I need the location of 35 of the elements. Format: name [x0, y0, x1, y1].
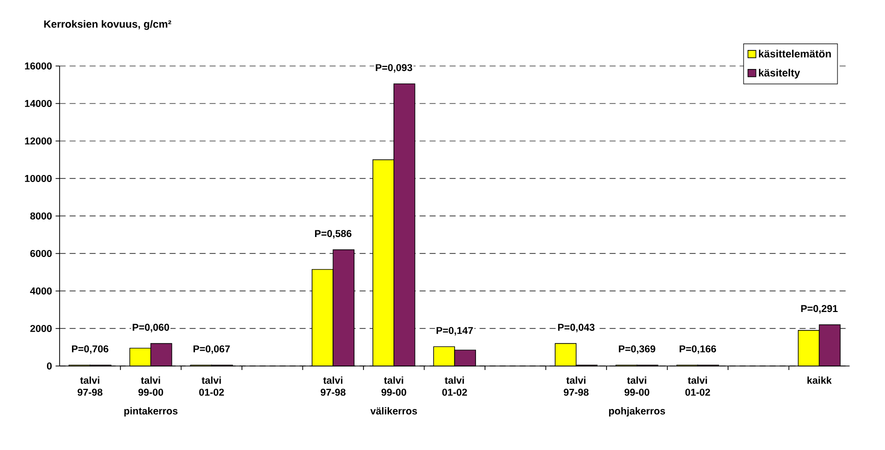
y-tick-label: 0 — [46, 362, 52, 370]
annotation: P=0,291 — [801, 305, 838, 314]
annotation: P=0,093 — [376, 64, 412, 73]
annotation: P=0,369 — [618, 345, 656, 354]
text: pohjakerros — [609, 407, 666, 416]
y-tick-label: 8000 — [30, 212, 52, 220]
annotation: P=0,060 — [132, 324, 170, 332]
annotation: P=0,147 — [436, 326, 473, 336]
x-tick-label: talvi 01-02 — [199, 376, 224, 396]
text: välikerros — [370, 407, 417, 414]
x-tick-label: talvi 97-98 — [78, 376, 102, 396]
y-tick-label: 10000 — [25, 174, 52, 182]
x-tick-label: kaikk — [807, 376, 832, 384]
y-tick-label: 12000 — [25, 137, 52, 145]
annotation: P=0,067 — [194, 345, 230, 354]
x-tick-label: talvi 01-02 — [685, 376, 710, 396]
x-tick-label: talvi 99-00 — [381, 376, 406, 396]
x-tick-label: talvi 99-00 — [624, 376, 650, 396]
legend-label: käsittelemätön — [758, 50, 831, 58]
annotation: P=0,586 — [315, 230, 352, 239]
x-tick-label: talvi 99-00 — [138, 376, 164, 396]
chart-title: Kerroksien kovuus, g/cm² — [44, 20, 172, 30]
y-tick-label: 14000 — [25, 100, 52, 108]
x-tick-label: talvi 97-98 — [564, 376, 589, 396]
y-tick-label: 4000 — [30, 287, 52, 295]
x-tick-label: talvi 97-98 — [320, 376, 346, 396]
x-tick-label: talvi 01-02 — [442, 376, 467, 396]
y-tick-label: 6000 — [30, 250, 52, 258]
annotation: P=0,043 — [558, 324, 595, 332]
annotation: P=0,706 — [72, 345, 108, 354]
legend-label: käsitelty — [758, 68, 800, 79]
annotation: P=0,166 — [680, 345, 716, 354]
y-tick-label: 2000 — [30, 324, 52, 332]
y-tick-label: 16000 — [25, 62, 52, 70]
text: pintakerros — [124, 407, 178, 416]
